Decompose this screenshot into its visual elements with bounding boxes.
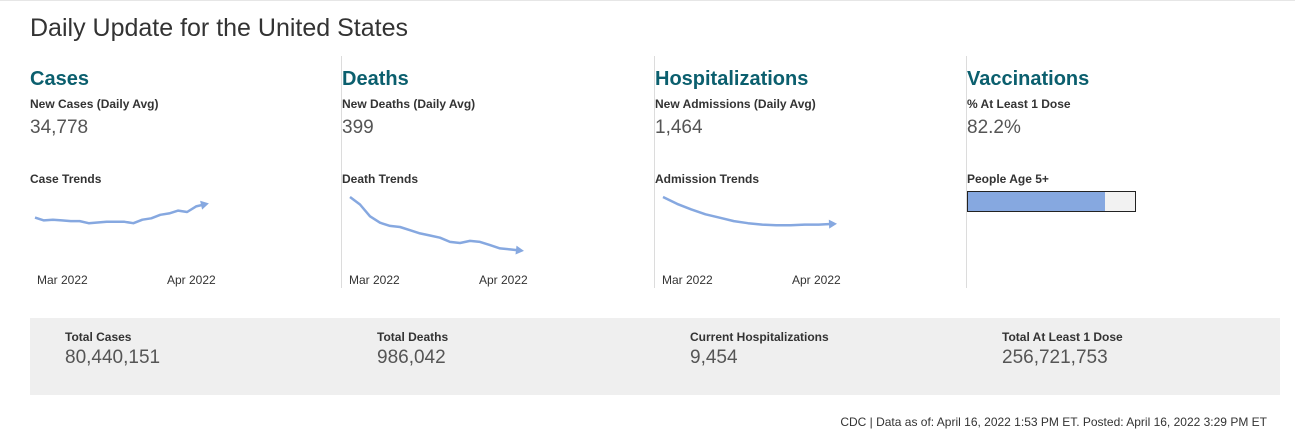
hospitalizations-axis-end: Apr 2022 bbox=[792, 273, 841, 287]
total-deaths-value: 986,042 bbox=[377, 347, 446, 368]
deaths-trend-chart bbox=[349, 196, 524, 255]
hospitalizations-title[interactable]: Hospitalizations bbox=[655, 68, 809, 90]
panel-divider bbox=[966, 56, 967, 288]
deaths-metric-label: New Deaths (Daily Avg) bbox=[342, 97, 476, 111]
deaths-title[interactable]: Deaths bbox=[342, 68, 409, 90]
total-deaths: Total Deaths 986,042 bbox=[377, 330, 448, 369]
data-source-footer: CDC | Data as of: April 16, 2022 1:53 PM… bbox=[840, 415, 1267, 429]
vaccinations-metric-label: % At Least 1 Dose bbox=[967, 97, 1071, 111]
deaths-axis-start: Mar 2022 bbox=[349, 273, 400, 287]
hospitalizations-axis-start: Mar 2022 bbox=[662, 273, 713, 287]
hospitalizations-metric-label: New Admissions (Daily Avg) bbox=[655, 97, 816, 111]
total-cases: Total Cases 80,440,151 bbox=[65, 330, 160, 369]
vaccinations-metric-value: 82.2% bbox=[967, 117, 1021, 138]
deaths-metric-value: 399 bbox=[342, 117, 374, 138]
current-hospitalizations-value: 9,454 bbox=[690, 347, 738, 368]
cases-trend-label: Case Trends bbox=[30, 172, 102, 186]
current-hospitalizations: Current Hospitalizations 9,454 bbox=[690, 330, 829, 369]
deaths-axis-end: Apr 2022 bbox=[479, 273, 528, 287]
trend-arrow-icon bbox=[828, 219, 837, 229]
totals-strip: Total Cases 80,440,151 Total Deaths 986,… bbox=[30, 318, 1280, 395]
total-doses: Total At Least 1 Dose 256,721,753 bbox=[1002, 330, 1123, 369]
total-cases-value: 80,440,151 bbox=[65, 347, 161, 368]
hospitalizations-panel: Hospitalizations New Admissions (Daily A… bbox=[625, 56, 937, 288]
trend-line bbox=[34, 203, 206, 225]
cases-title[interactable]: Cases bbox=[30, 68, 89, 90]
vaccinations-panel: Vaccinations % At Least 1 Dose 82.2% Peo… bbox=[937, 56, 1249, 288]
current-hospitalizations-label: Current Hospitalizations bbox=[690, 330, 829, 344]
total-doses-label: Total At Least 1 Dose bbox=[1002, 330, 1123, 344]
cases-metric-label: New Cases (Daily Avg) bbox=[30, 97, 159, 111]
panel-divider bbox=[654, 56, 655, 288]
deaths-panel: Deaths New Deaths (Daily Avg) 399 Death … bbox=[312, 56, 624, 288]
vaccinations-title[interactable]: Vaccinations bbox=[967, 68, 1090, 90]
top-rule bbox=[0, 0, 1295, 1]
vaccinations-bar-label: People Age 5+ bbox=[967, 172, 1049, 186]
trend-line bbox=[662, 195, 834, 227]
total-doses-value: 256,721,753 bbox=[1002, 347, 1108, 368]
hospitalizations-metric-value: 1,464 bbox=[655, 117, 703, 138]
vaccination-progress-bar bbox=[967, 191, 1136, 212]
cases-axis-start: Mar 2022 bbox=[37, 273, 88, 287]
trend-arrow-icon bbox=[200, 200, 209, 210]
total-deaths-label: Total Deaths bbox=[377, 330, 449, 344]
total-cases-label: Total Cases bbox=[65, 330, 132, 344]
trend-line bbox=[349, 196, 521, 252]
cases-panel: Cases New Cases (Daily Avg) 34,778 Case … bbox=[0, 56, 312, 288]
cases-metric-value: 34,778 bbox=[30, 117, 89, 138]
deaths-trend-label: Death Trends bbox=[342, 172, 419, 186]
vaccination-progress-fill bbox=[968, 192, 1106, 211]
cases-trend-chart bbox=[34, 200, 209, 225]
page-title: Daily Update for the United States bbox=[30, 14, 408, 42]
hospitalizations-trend-label: Admission Trends bbox=[655, 172, 760, 186]
cases-axis-end: Apr 2022 bbox=[167, 273, 216, 287]
trend-arrow-icon bbox=[515, 245, 524, 255]
panel-divider bbox=[341, 56, 342, 288]
admissions-trend-chart bbox=[662, 195, 837, 229]
